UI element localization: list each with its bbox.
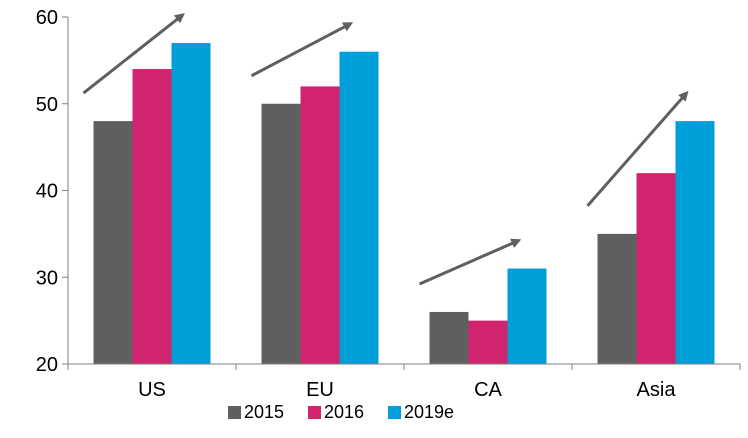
legend-label: 2015 [244,402,284,422]
bar-eu-2016 [300,86,340,365]
bar-ca-2016 [468,320,508,364]
y-tick-label: 30 [36,267,58,289]
legend-swatch-2016 [308,406,321,419]
bar-asia-2016 [636,173,676,364]
legend-swatch-2015 [228,406,241,419]
legend-label: 2016 [324,402,364,422]
trend-arrow-eu [250,22,354,78]
y-tick-label: 60 [36,7,58,29]
x-category-label: Asia [637,379,677,401]
trend-arrows [82,13,689,286]
legend: 2015 2016 2019e [228,402,454,422]
x-category-label: EU [306,379,334,401]
x-category-label: CA [474,379,502,401]
y-tick-label: 50 [36,94,58,116]
y-tick-label: 20 [36,354,58,376]
x-category-label: US [138,379,166,401]
bar-us-2016 [132,69,172,365]
bar-eu-2015 [261,103,301,364]
bars-group [93,43,715,365]
trend-arrow-us [82,13,185,95]
trend-arrow-ca [418,238,522,286]
axes-group [62,16,741,370]
bar-ca-2015 [429,311,469,364]
trend-arrow-asia [586,90,689,207]
bar-us-2019e [171,43,211,365]
bar-eu-2019e [339,51,379,364]
legend-label: 2019e [404,402,454,422]
bar-asia-2019e [675,121,715,364]
x-category-labels: US EU CA Asia [138,379,676,401]
y-tick-labels: 20 30 40 50 60 [36,7,58,376]
bar-us-2015 [93,121,133,364]
bar-ca-2019e [507,268,547,364]
y-tick-label: 40 [36,181,58,203]
legend-swatch-2019e [388,406,401,419]
bar-asia-2015 [597,233,637,364]
